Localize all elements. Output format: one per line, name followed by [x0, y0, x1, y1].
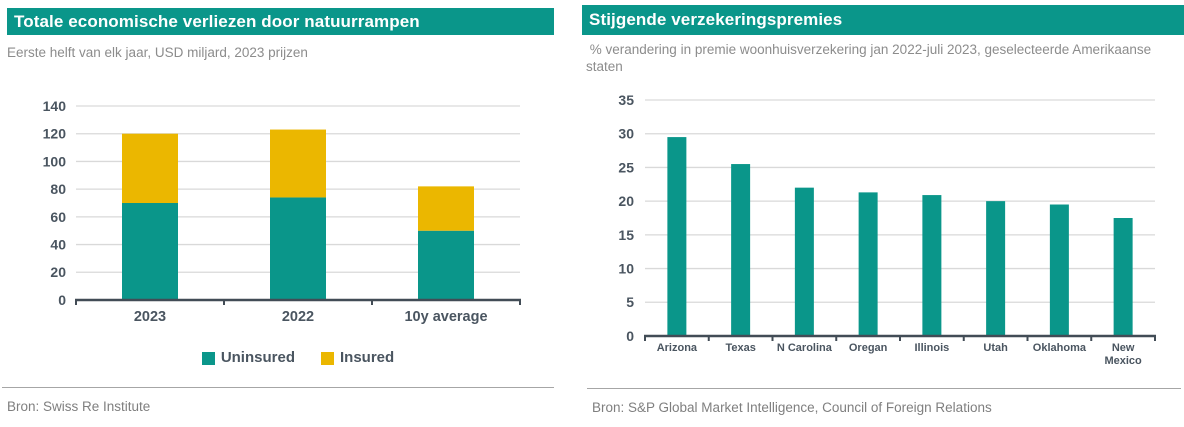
bar-illinois	[922, 195, 942, 336]
left-chart-title: Totale economische verliezen door natuur…	[14, 11, 420, 31]
y-tick-label: 15	[618, 227, 634, 243]
y-tick-label: 120	[43, 126, 67, 142]
bar-2023-uninsured	[122, 203, 178, 300]
bar-utah	[986, 201, 1006, 336]
right-chart-gridlines	[645, 99, 1155, 303]
right-chart-y-axis-labels: 0 5 10 15 20 25 30 35	[618, 92, 634, 344]
right-chart-x-axis-labels: Arizona Texas N Carolina Oregan Illinois Utah…	[657, 342, 1142, 367]
right-chart-panel: Stijgende verzekeringspremies % verander…	[582, 0, 1184, 427]
bar-oklahoma	[1049, 204, 1069, 336]
left-chart-source: Bron: Swiss Re Institute	[7, 399, 151, 414]
x-category-label: Oklahoma	[1033, 342, 1087, 354]
right-chart-source: Bron: S&P Global Market Intelligence, Co…	[592, 400, 992, 415]
x-category-label: 2022	[282, 309, 314, 325]
x-category-label: New	[1112, 342, 1135, 354]
right-chart-bars	[667, 137, 1133, 336]
y-tick-label: 0	[626, 328, 634, 344]
bar-new-mexico	[1113, 218, 1133, 336]
x-category-label: 10y average	[404, 309, 487, 325]
right-chart-title-bar: Stijgende verzekeringspremies	[582, 5, 1184, 35]
insured-legend-label: Insured	[340, 349, 395, 366]
bar-arizona	[667, 137, 687, 336]
right-chart-canvas: 0 5 10 15 20 25 30 35 Arizona Texas N Carolina Oreg…	[618, 92, 1156, 367]
x-category-label: Arizona	[657, 342, 698, 354]
y-tick-label: 80	[50, 181, 66, 197]
bar-texas	[731, 164, 751, 336]
bar-2022-insured	[270, 129, 326, 198]
y-tick-label: 0	[58, 292, 66, 308]
x-category-label: Texas	[725, 342, 755, 354]
left-chart-subtitle: Eerste helft van elk jaar, USD miljard, …	[7, 45, 308, 60]
y-tick-label: 5	[626, 294, 634, 310]
right-chart-x-axis	[644, 334, 1156, 341]
left-chart-panel: Totale economische verliezen door natuur…	[2, 0, 554, 427]
y-tick-label: 35	[618, 92, 634, 108]
left-chart-canvas: 0 20 40 60 80 100 120 140 2023 2022 10y average	[43, 98, 521, 325]
y-tick-label: 25	[618, 159, 634, 175]
x-category-label: N Carolina	[777, 342, 833, 354]
left-chart-legend: Uninsured Insured	[76, 349, 520, 366]
y-tick-label: 40	[50, 236, 66, 252]
right-chart-title: Stijgende verzekeringspremies	[589, 10, 843, 29]
bar-10y-average-insured	[418, 186, 474, 231]
bar-10y-average-uninsured	[418, 230, 474, 300]
left-chart-y-axis-labels: 0 20 40 60 80 100 120 140	[43, 98, 67, 308]
x-category-label: Oregan	[849, 342, 888, 354]
bar-oregan	[858, 192, 878, 336]
uninsured-swatch-icon	[201, 351, 215, 365]
y-tick-label: 20	[618, 193, 634, 209]
x-category-label: Illinois	[914, 342, 949, 354]
uninsured-legend-label: Uninsured	[220, 349, 295, 366]
y-tick-label: 100	[43, 153, 67, 169]
bar-2023-insured	[122, 133, 178, 203]
insured-swatch-icon	[321, 351, 334, 365]
legend-item-insured: Insured	[321, 349, 394, 366]
x-category-label: Mexico	[1104, 355, 1142, 367]
x-category-label: Utah	[983, 342, 1008, 354]
bar-2022-uninsured	[270, 197, 326, 300]
left-source-divider	[2, 387, 554, 388]
y-tick-label: 10	[618, 260, 634, 276]
left-chart-x-axis	[75, 298, 521, 305]
y-tick-label: 20	[50, 264, 66, 280]
left-chart-title-bar: Totale economische verliezen door natuur…	[7, 8, 554, 35]
y-tick-label: 60	[50, 209, 66, 225]
y-tick-label: 30	[618, 126, 634, 142]
left-chart-bars	[122, 129, 474, 300]
right-source-divider	[587, 388, 1181, 389]
x-category-label: 2023	[134, 309, 166, 325]
left-chart-x-axis-labels: 2023 2022 10y average	[134, 309, 488, 325]
bar-n-carolina	[794, 187, 814, 336]
y-tick-label: 140	[43, 98, 67, 114]
right-chart-subtitle: % verandering in premie woonhuisverzeker…	[586, 42, 1155, 74]
legend-item-uninsured: Uninsured	[201, 349, 295, 366]
